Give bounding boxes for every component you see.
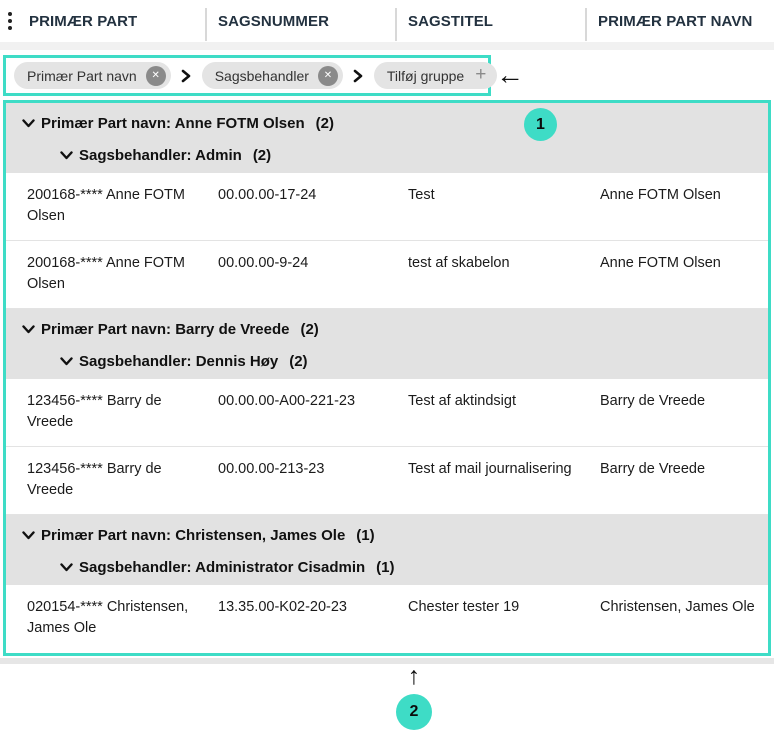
column-header-primaer-part-navn[interactable]: PRIMÆR PART NAVN	[585, 0, 774, 42]
group-header[interactable]: Primær Part navn: Barry de Vreede (2) Sa…	[6, 309, 768, 379]
cell-sagsnummer: 00.00.00-9-24	[218, 255, 309, 271]
annotation-callout-2: 2	[396, 694, 432, 730]
cell-primaer-part: 200168-**** Anne FOTM Olsen	[27, 187, 185, 224]
column-header-label: SAGSTITEL	[408, 12, 494, 30]
subgroup-count: (2)	[289, 353, 308, 370]
group-count: (1)	[356, 527, 375, 544]
back-arrow-icon[interactable]: ←	[496, 59, 524, 90]
cell-sagsnummer: 13.35.00-K02-20-23	[218, 599, 347, 615]
subgroup-title: Sagsbehandler: Administrator Cisadmin	[79, 559, 366, 576]
group-chip-primaer-part-navn[interactable]: Primær Part navn ✕	[14, 62, 171, 89]
cell-sagstitel: Test af mail journalisering	[408, 461, 572, 477]
annotation-callout-1: 1	[524, 108, 557, 141]
subgroup-title-row[interactable]: Sagsbehandler: Administrator Cisadmin (1…	[22, 558, 768, 577]
bottom-scroll-strip	[0, 658, 774, 664]
cell-sagstitel: Test	[408, 187, 435, 203]
annotation-up-arrow-icon: ↑	[407, 662, 421, 690]
chevron-down-icon[interactable]	[22, 325, 35, 334]
group-by-highlight-box: Primær Part navn ✕ Sagsbehandler ✕ Tilfø…	[3, 55, 498, 96]
column-header-label: PRIMÆR PART NAVN	[598, 12, 753, 30]
group-title: Primær Part navn: Barry de Vreede	[41, 321, 290, 338]
table-row[interactable]: 020154-**** Christensen, James Ole 13.35…	[6, 585, 768, 653]
cell-sagstitel: Test af aktindsigt	[408, 393, 516, 409]
group-title: Primær Part navn: Christensen, James Ole	[41, 527, 346, 544]
plus-icon: +	[475, 63, 487, 85]
column-header-label: SAGSNUMMER	[218, 12, 330, 30]
remove-group-icon[interactable]: ✕	[145, 65, 166, 86]
cell-primaer-part: 123456-**** Barry de Vreede	[27, 393, 162, 430]
cell-primaer-part-navn: Christensen, James Ole	[600, 599, 755, 615]
group-header[interactable]: Primær Part navn: Anne FOTM Olsen (2) Sa…	[6, 103, 768, 173]
column-header-label: PRIMÆR PART	[29, 12, 138, 30]
subgroup-count: (2)	[252, 147, 272, 164]
subgroup-count: (1)	[376, 559, 395, 576]
remove-group-icon[interactable]: ✕	[317, 65, 338, 86]
table-row[interactable]: 123456-**** Barry de Vreede 00.00.00-A00…	[6, 379, 768, 447]
kebab-menu-icon[interactable]	[6, 12, 12, 30]
column-header-row: PRIMÆR PART SAGSNUMMER SAGSTITEL PRIMÆR …	[0, 0, 774, 42]
chevron-down-icon[interactable]	[60, 357, 73, 366]
column-header-sagsnummer[interactable]: SAGSNUMMER	[205, 0, 395, 42]
add-group-label: Tilføj gruppe	[386, 67, 465, 84]
group-chip-sagsbehandler[interactable]: Sagsbehandler ✕	[201, 62, 343, 89]
group-title: Primær Part navn: Anne FOTM Olsen	[41, 115, 305, 132]
group-count: (2)	[315, 115, 335, 132]
group-header[interactable]: Primær Part navn: Christensen, James Ole…	[6, 515, 768, 585]
grouped-results-table: Primær Part navn: Anne FOTM Olsen (2) Sa…	[3, 100, 771, 656]
chevron-down-icon[interactable]	[60, 151, 73, 160]
annotation-2-group: ↑ 2	[396, 662, 432, 730]
group-chip-label: Sagsbehandler	[214, 67, 309, 84]
chevron-down-icon[interactable]	[60, 563, 73, 572]
column-header-primaer-part[interactable]: PRIMÆR PART	[0, 0, 205, 42]
header-divider-strip	[0, 42, 774, 50]
cell-primaer-part-navn: Barry de Vreede	[600, 461, 706, 477]
table-row[interactable]: 123456-**** Barry de Vreede 00.00.00-213…	[6, 447, 768, 515]
cell-primaer-part: 123456-**** Barry de Vreede	[27, 461, 162, 498]
cell-primaer-part-navn: Anne FOTM Olsen	[600, 255, 721, 271]
chevron-right-icon	[353, 69, 364, 83]
table-row[interactable]: 200168-**** Anne FOTM Olsen 00.00.00-17-…	[6, 173, 768, 241]
chevron-down-icon[interactable]	[22, 531, 35, 540]
subgroup-title-row[interactable]: Sagsbehandler: Dennis Høy (2)	[22, 352, 768, 371]
group-by-bar: Primær Part navn ✕ Sagsbehandler ✕ Tilfø…	[0, 50, 774, 141]
subgroup-title: Sagsbehandler: Dennis Høy	[79, 353, 279, 370]
cell-sagstitel: Chester tester 19	[408, 599, 520, 615]
group-title-row[interactable]: Primær Part navn: Christensen, James Ole…	[22, 526, 768, 545]
cell-sagsnummer: 00.00.00-213-23	[218, 461, 325, 477]
cell-primaer-part: 020154-**** Christensen, James Ole	[27, 599, 189, 636]
subgroup-title-row[interactable]: Sagsbehandler: Admin (2)	[22, 146, 768, 165]
add-group-chip[interactable]: Tilføj gruppe +	[373, 62, 498, 89]
cell-primaer-part-navn: Anne FOTM Olsen	[600, 187, 721, 203]
cell-sagstitel: test af skabelon	[408, 255, 510, 271]
cell-primaer-part-navn: Barry de Vreede	[600, 393, 706, 409]
chevron-right-icon	[181, 69, 192, 83]
cell-sagsnummer: 00.00.00-17-24	[218, 187, 317, 203]
group-count: (2)	[300, 321, 319, 338]
cell-sagsnummer: 00.00.00-A00-221-23	[218, 393, 356, 409]
cell-primaer-part: 200168-**** Anne FOTM Olsen	[27, 255, 185, 292]
group-chip-label: Primær Part navn	[27, 67, 137, 84]
group-title-row[interactable]: Primær Part navn: Barry de Vreede (2)	[22, 320, 768, 339]
chevron-down-icon[interactable]	[22, 119, 35, 128]
subgroup-title: Sagsbehandler: Admin	[79, 147, 242, 164]
group-title-row[interactable]: Primær Part navn: Anne FOTM Olsen (2)	[22, 114, 768, 133]
table-row[interactable]: 200168-**** Anne FOTM Olsen 00.00.00-9-2…	[6, 241, 768, 309]
column-header-sagstitel[interactable]: SAGSTITEL	[395, 0, 585, 42]
